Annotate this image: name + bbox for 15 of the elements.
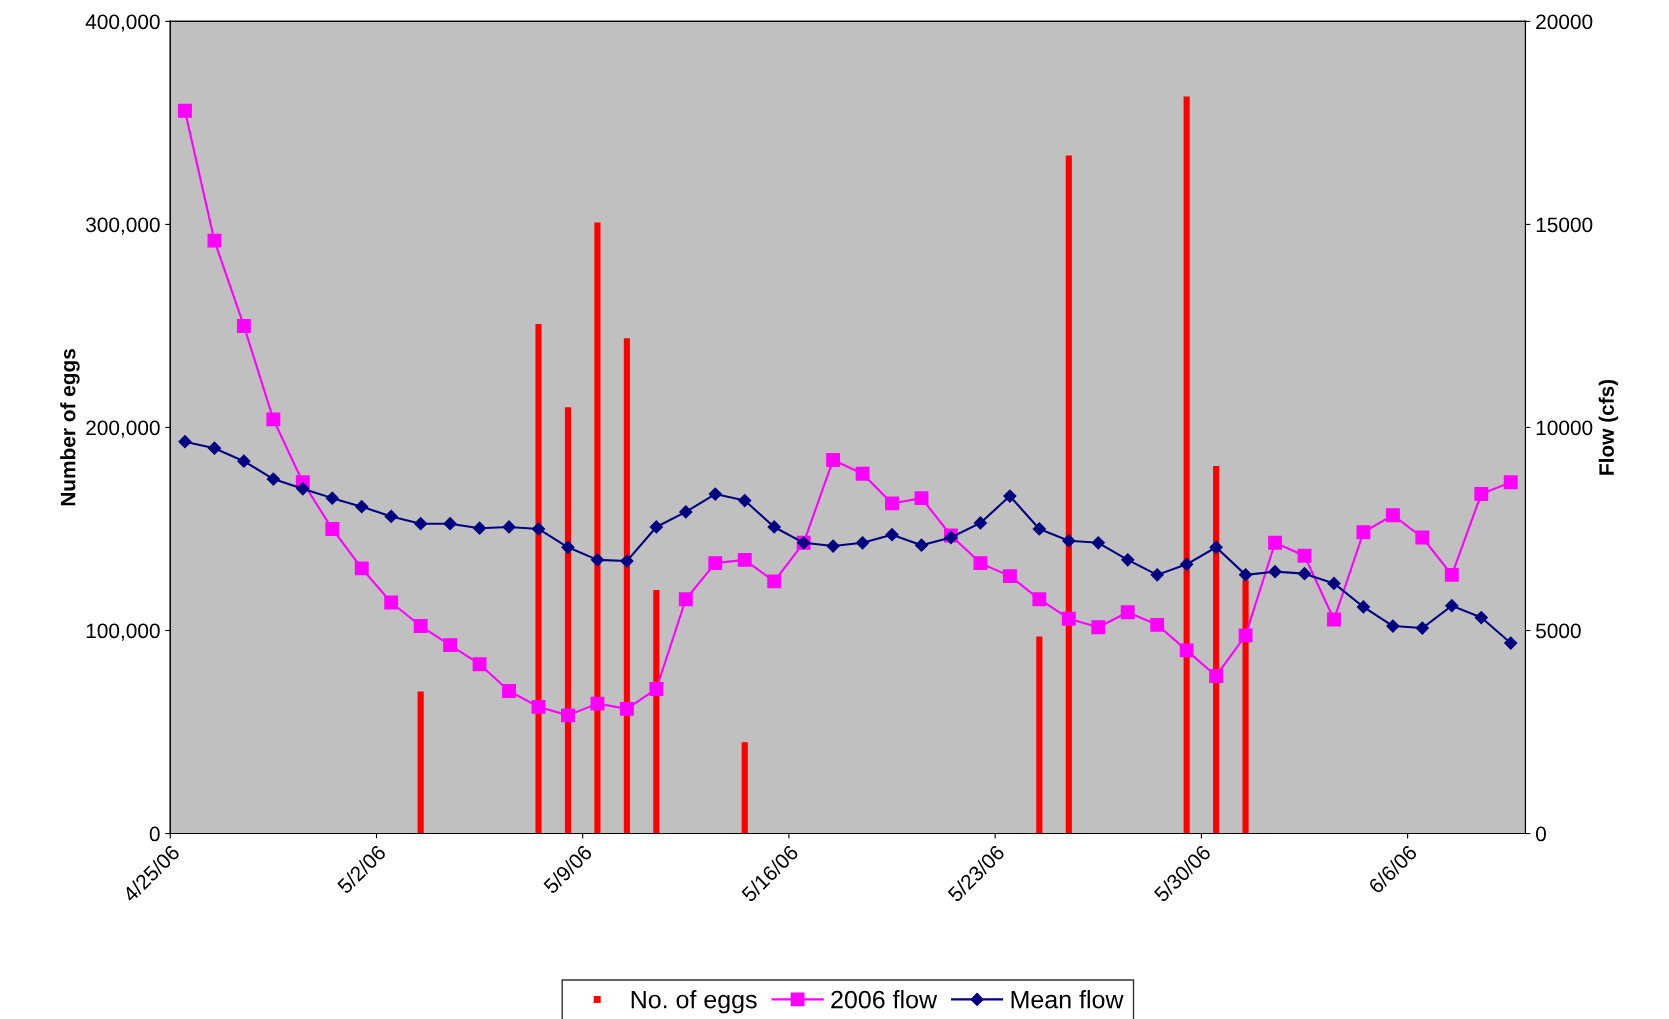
y2-axis-title: Flow (cfs) [1598, 379, 1619, 475]
legend-label: No. of eggs [631, 990, 757, 1014]
y-axis-title: Number of eggs [60, 349, 80, 506]
y-tick-label: 100,000 [86, 623, 160, 641]
legend-label: Mean flow [1011, 990, 1124, 1009]
y-tick-label: 0 [149, 826, 160, 842]
y-tick-label: 300,000 [86, 217, 160, 235]
y2-tick-label: 15000 [1536, 217, 1593, 233]
y2-tick-label: 0 [1536, 826, 1546, 842]
y2-tick-label: 10000 [1536, 420, 1593, 436]
y2-tick-label: 20000 [1536, 14, 1593, 30]
legend-label: 2006 flow [831, 990, 938, 1009]
y-tick-label: 400,000 [85, 14, 160, 32]
y-tick-label: 200,000 [86, 420, 160, 438]
y2-tick-label: 5000 [1536, 623, 1581, 639]
